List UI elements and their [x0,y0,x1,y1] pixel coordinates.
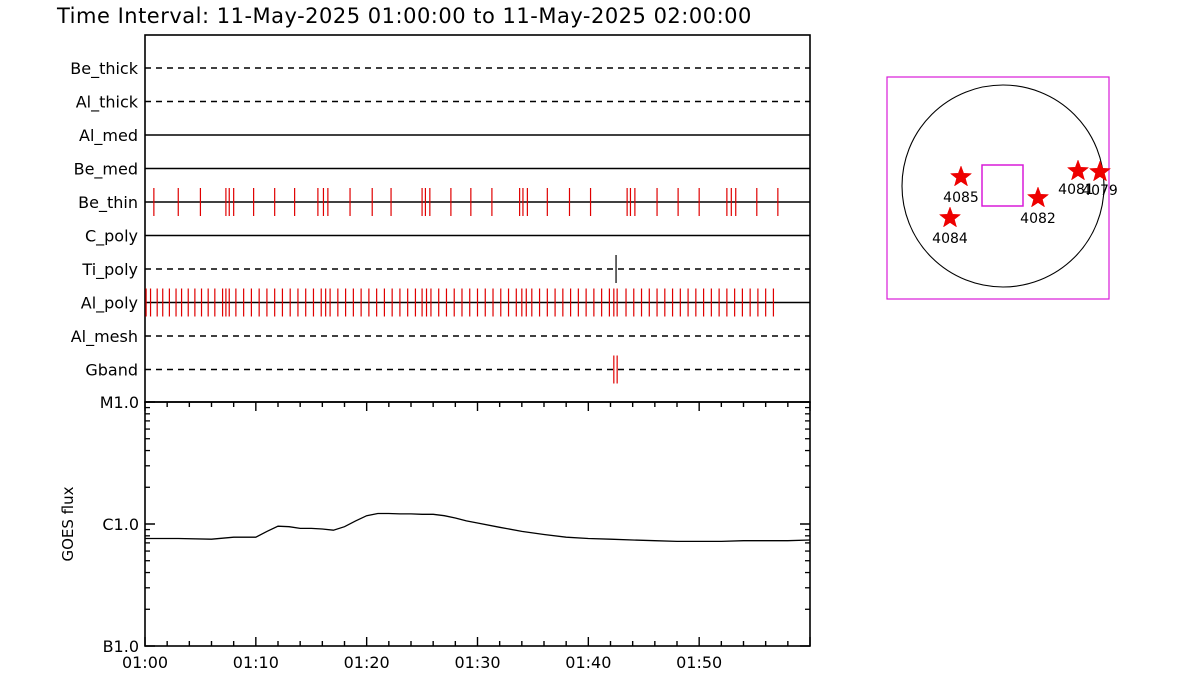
active-region-label: 4079 [1082,183,1118,199]
channel-row-al_poly: Al_poly [81,288,810,317]
channel-row-al_med: Al_med [79,126,810,146]
y-tick-label: C1.0 [102,515,139,534]
x-tick-label: 01:00 [122,653,168,672]
goes-flux-panel: 01:00 01:10 01:20 01:30 01:40 01:50 B1.0 C1.0 M1… [59,393,811,672]
x-tick-label: 01:20 [344,653,390,672]
x-tick-label: 01:40 [565,653,611,672]
active-region-star-icon [938,206,962,228]
map-frame [886,76,1110,300]
channel-label: Al_med [79,126,138,146]
solar-limb [901,84,1105,288]
x-tick-label: 01:10 [233,653,279,672]
active-region-4085: 4085 [943,165,979,206]
x-tick-label: 01:30 [454,653,500,672]
active-region-star-icon [949,165,973,187]
x-tick-label: 01:50 [676,653,722,672]
channel-row-al_thick: Al_thick [76,93,810,113]
active-region-label: 4082 [1020,211,1056,227]
channel-row-ti_poly: Ti_poly [81,255,810,283]
channel-label: Gband [85,361,138,380]
channel-row-c_poly: C_poly [85,227,810,247]
active-region-star-icon [1088,160,1112,182]
channel-label: Al_thick [76,93,139,113]
channel-row-al_mesh: Al_mesh [71,327,810,347]
channel-row-be_thick: Be_thick [70,59,810,79]
goes-flux-series [145,512,811,543]
channel-label: Be_thin [78,193,138,213]
y-axis-label: GOES flux [59,486,77,561]
timeline-frame [144,34,811,403]
channel-row-be_med: Be_med [74,160,810,180]
goes-frame [144,401,811,647]
active-region-star-icon [1066,159,1090,181]
channel-label: Al_poly [81,294,138,314]
active-region-star-icon [1026,186,1050,208]
channel-label: Al_mesh [71,327,138,347]
active-region-4081: 4081 [1058,159,1094,198]
filter-timeline-panel: Be_thick Al_thick Al_med Be_med Be_thin C_pol… [70,34,811,403]
active-region-label: 4081 [1058,182,1094,198]
channel-label: Ti_poly [81,260,138,280]
active-region-4079: 4079 [1082,160,1118,199]
active-region-4084: 4084 [932,206,968,247]
y-tick-label: B1.0 [103,637,139,656]
y-tick-label: M1.0 [100,393,139,412]
channel-row-be_thin: Be_thin [78,188,810,216]
channel-label: Be_med [74,160,138,180]
active-region-label: 4084 [932,231,968,247]
channel-label: C_poly [85,227,138,247]
channel-label: Be_thick [70,59,138,79]
active-region-label: 4085 [943,190,979,206]
active-region-4082: 4082 [1020,186,1056,227]
time-interval-title: Time Interval: 11-May-2025 01:00:00 to 1… [56,4,752,28]
channel-row-gband: Gband [85,355,810,384]
field-of-view-box [981,164,1024,207]
